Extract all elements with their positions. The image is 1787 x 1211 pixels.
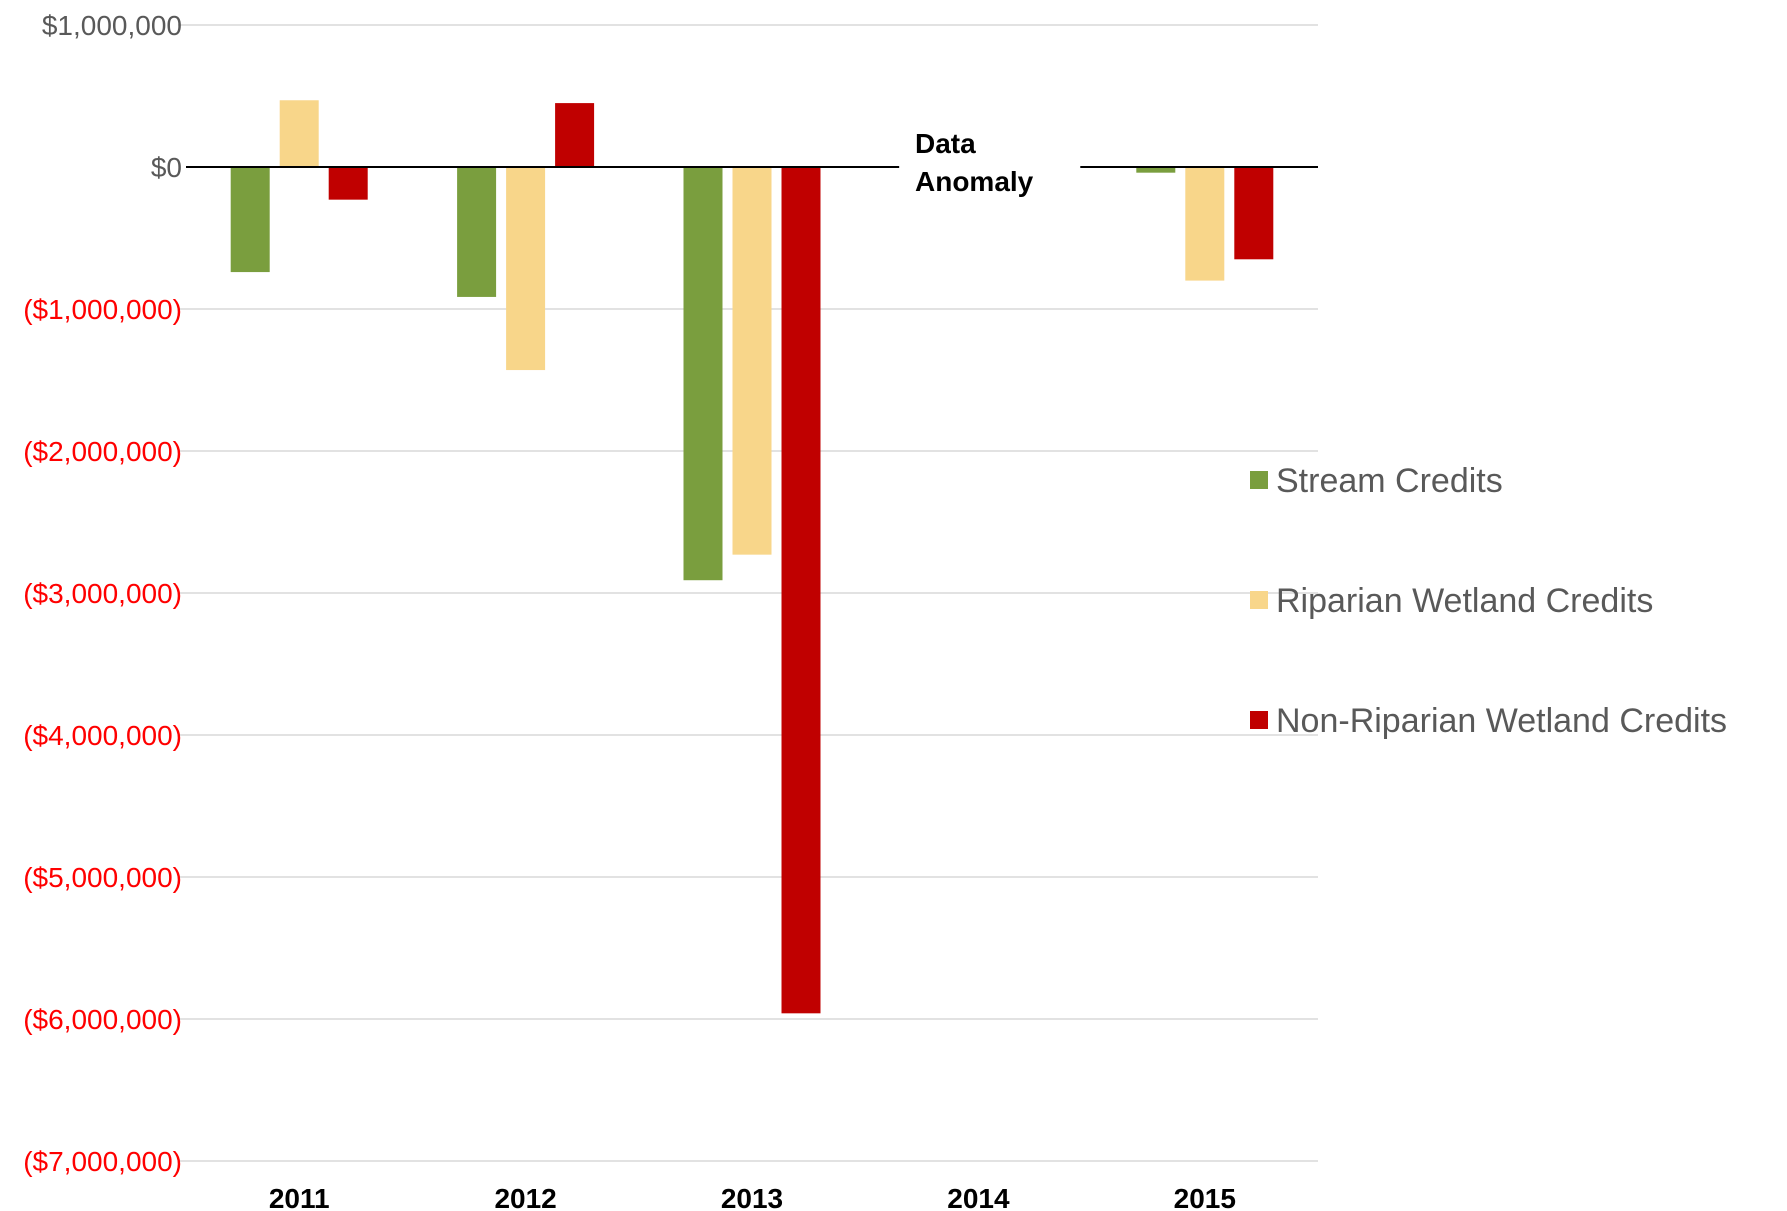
y-tick-label: ($6,000,000): [23, 1004, 182, 1035]
x-tick-label: 2013: [721, 1183, 783, 1211]
y-tick-label: $1,000,000: [42, 10, 182, 41]
bar-riparian-wetland-credits-2012: [506, 167, 546, 371]
bar-non-riparian-wetland-credits-2012: [555, 103, 595, 167]
x-tick-label: 2011: [269, 1183, 330, 1211]
bar-stream-credits-2011: [230, 167, 270, 273]
bar-riparian-wetland-credits-2015: [1185, 167, 1225, 281]
y-tick-label: ($4,000,000): [23, 720, 182, 751]
y-tick-label: ($2,000,000): [23, 436, 182, 467]
annotation-label: Anomaly: [915, 166, 1034, 197]
annotation-label: Data: [915, 128, 976, 159]
bar-stream-credits-2013: [683, 167, 723, 581]
bars: [230, 100, 1274, 1014]
x-tick-label: 2012: [494, 1183, 556, 1211]
y-tick-label: ($1,000,000): [23, 294, 182, 325]
y-tick-label: $0: [151, 152, 182, 183]
legend-label: Non-Riparian Wetland Credits: [1276, 702, 1727, 740]
bar-non-riparian-wetland-credits-2013: [781, 167, 821, 1014]
legend: Stream Credits Riparian Wetland Credits No…: [1250, 462, 1727, 740]
annotations: Data Anomaly: [915, 128, 1034, 197]
bar-riparian-wetland-credits-2013: [732, 167, 772, 555]
y-tick-label: ($5,000,000): [23, 862, 182, 893]
legend-label: Riparian Wetland Credits: [1276, 582, 1653, 620]
x-axis-categories: 2011 2012 2013 2014 2015: [269, 1183, 1236, 1211]
legend-swatch: [1250, 711, 1268, 729]
bar-riparian-wetland-credits-2011: [279, 100, 319, 167]
bar-stream-credits-2015: [1136, 167, 1176, 173]
legend-label: Stream Credits: [1276, 462, 1503, 500]
y-axis-ticks: $1,000,000 $0 ($1,000,000) ($2,000,000) ($3,…: [23, 10, 182, 1177]
bar-non-riparian-wetland-credits-2015: [1234, 167, 1274, 260]
x-tick-label: 2014: [947, 1183, 1010, 1211]
bar-non-riparian-wetland-credits-2011: [328, 167, 368, 200]
legend-swatch: [1250, 471, 1268, 489]
y-tick-label: ($3,000,000): [23, 578, 182, 609]
y-tick-label: ($7,000,000): [23, 1146, 182, 1177]
legend-swatch: [1250, 591, 1268, 609]
x-tick-label: 2015: [1174, 1183, 1236, 1211]
bar-stream-credits-2012: [457, 167, 497, 297]
